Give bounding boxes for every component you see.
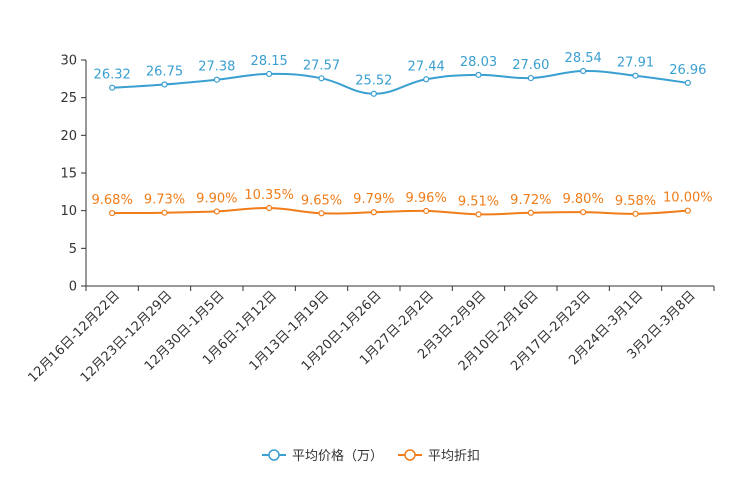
legend-marker-icon [404, 449, 416, 461]
legend[interactable]: 平均价格（万） 平均折扣 [262, 448, 480, 464]
data-label: 9.58% [615, 194, 656, 209]
data-label: 10.35% [244, 188, 294, 203]
data-point [684, 207, 691, 214]
series-line [112, 69, 688, 95]
legend-marker-icon [268, 449, 280, 461]
y-tick-label: 15 [60, 167, 77, 182]
x-tick-label: 12月23日-12月29日 [78, 288, 175, 385]
series-1: 9.68% 9.73% 9.90% 10.35% 9.65% 9.79% 9.96% 9.51… [92, 188, 713, 218]
data-label: 27.38 [198, 60, 235, 75]
y-tick-label: 5 [69, 242, 77, 257]
legend-item-1[interactable]: 平均折扣 [398, 449, 480, 464]
data-label: 26.32 [94, 68, 131, 83]
data-label: 28.15 [251, 54, 288, 69]
data-point [213, 76, 220, 83]
data-label: 27.44 [408, 59, 445, 74]
legend-label: 平均折扣 [428, 449, 480, 464]
data-label: 9.79% [353, 192, 394, 207]
data-label: 26.96 [669, 63, 706, 78]
data-point [527, 74, 534, 82]
data-point [580, 209, 587, 216]
data-point [423, 207, 430, 215]
data-label: 10.00% [663, 191, 713, 206]
x-tick-label: 12月16日-12月22日 [26, 288, 123, 385]
data-label: 9.73% [144, 193, 185, 208]
y-tick-label: 0 [69, 280, 77, 295]
data-label: 27.60 [512, 58, 549, 73]
y-tick-label: 25 [60, 91, 77, 106]
data-point [370, 209, 377, 216]
data-point [632, 72, 639, 79]
data-label: 9.51% [458, 194, 499, 209]
data-point [161, 209, 168, 216]
data-label: 9.65% [301, 193, 342, 208]
data-label: 27.91 [617, 56, 654, 71]
data-label: 9.96% [406, 191, 447, 206]
data-label: 25.52 [355, 74, 392, 89]
data-label: 26.75 [146, 64, 183, 79]
data-point [266, 204, 273, 212]
series-line [112, 207, 688, 216]
data-point [684, 79, 691, 87]
legend-item-0[interactable]: 平均价格（万） [262, 448, 383, 464]
legend-label: 平均价格（万） [292, 448, 383, 464]
data-label: 28.54 [565, 51, 602, 66]
y-tick-label: 10 [60, 204, 77, 219]
data-point [527, 209, 534, 216]
data-point [370, 90, 377, 97]
data-label: 28.03 [460, 55, 497, 70]
data-point [109, 209, 116, 217]
data-point [318, 210, 325, 217]
data-label: 9.80% [563, 192, 604, 207]
data-label: 27.57 [303, 58, 340, 73]
data-label: 9.68% [92, 193, 133, 208]
data-point [161, 81, 168, 88]
y-tick-label: 30 [60, 54, 77, 69]
data-point [213, 208, 220, 215]
data-point [580, 67, 587, 75]
data-label: 9.90% [196, 191, 237, 206]
axes: 05101520253012月16日-12月22日12月23日-12月29日12… [26, 54, 715, 386]
data-point [318, 75, 325, 82]
data-point [475, 71, 482, 78]
y-tick-label: 20 [60, 129, 77, 144]
data-point [423, 76, 430, 83]
data-label: 9.72% [510, 193, 551, 208]
data-point [109, 84, 116, 91]
data-point [632, 210, 639, 217]
series-layer: 26.32 26.75 27.38 28.15 27.57 25.52 27.44 28.03… [92, 51, 713, 218]
series-0: 26.32 26.75 27.38 28.15 27.57 25.52 27.44 28.03… [94, 51, 706, 97]
data-point [266, 70, 273, 78]
data-point [475, 211, 482, 218]
